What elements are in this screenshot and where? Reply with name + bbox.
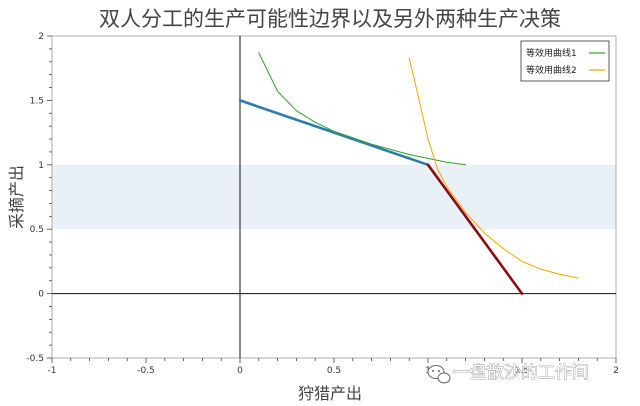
x-axis-label: 狩猎产出 <box>298 384 362 403</box>
y-tick-label: 1.5 <box>30 96 44 106</box>
x-tick-label: 0.5 <box>327 366 341 376</box>
shaded-band <box>52 164 616 230</box>
y-axis-label: 采摘产出 <box>7 165 26 229</box>
wechat-icon <box>427 365 451 384</box>
y-tick-label: 0 <box>38 290 44 300</box>
legend-label: 等效用曲线2 <box>526 64 577 76</box>
frontier-segment-0 <box>238 99 430 167</box>
x-tick-label: -0.5 <box>137 366 155 376</box>
watermark-text: 一盘散沙的工作间 <box>453 363 589 383</box>
legend: 等效用曲线1 等效用曲线2 <box>520 40 610 82</box>
shaded-band-layer <box>52 164 616 230</box>
legend-label: 等效用曲线1 <box>526 47 577 59</box>
series-line-等效用曲线1 <box>258 52 467 166</box>
x-tick-label: 1.5 <box>515 366 529 376</box>
watermark: 一盘散沙的工作间 <box>427 363 589 384</box>
series-line-等效用曲线2 <box>408 57 579 279</box>
y-tick-label: 0.5 <box>30 225 44 235</box>
x-tick-label: 0 <box>237 366 243 376</box>
y-tick-label: 1 <box>38 161 44 171</box>
frontier-segment-1 <box>426 163 524 295</box>
x-tick-label: -1 <box>48 366 57 376</box>
chart-title: 双人分工的生产可能性边界以及另外两种生产决策 <box>99 7 561 31</box>
x-tick-label: 2 <box>613 366 619 376</box>
y-tick-label: 2 <box>38 32 44 42</box>
y-tick-label: -0.5 <box>26 354 44 364</box>
series-layer <box>238 52 579 295</box>
legend-box <box>520 40 610 82</box>
